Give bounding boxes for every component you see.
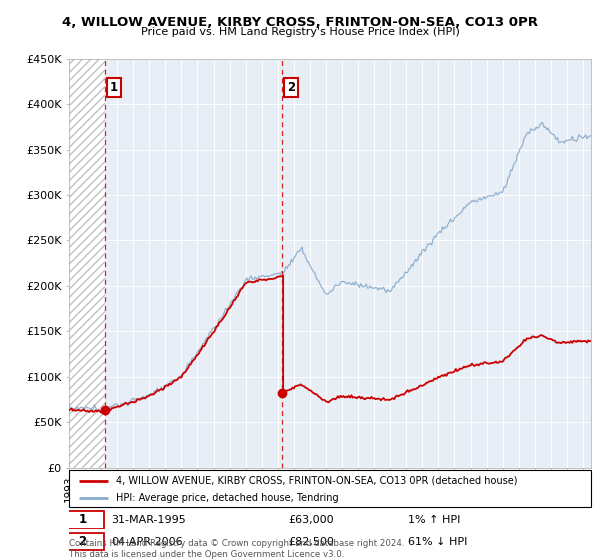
Text: 61% ↓ HPI: 61% ↓ HPI (409, 536, 467, 547)
Text: Price paid vs. HM Land Registry's House Price Index (HPI): Price paid vs. HM Land Registry's House … (140, 27, 460, 37)
FancyBboxPatch shape (61, 511, 104, 529)
Text: 04-APR-2006: 04-APR-2006 (111, 536, 182, 547)
Text: 4, WILLOW AVENUE, KIRBY CROSS, FRINTON-ON-SEA, CO13 0PR: 4, WILLOW AVENUE, KIRBY CROSS, FRINTON-O… (62, 16, 538, 29)
FancyBboxPatch shape (69, 470, 591, 507)
Text: £63,000: £63,000 (288, 515, 334, 525)
Text: Contains HM Land Registry data © Crown copyright and database right 2024.
This d: Contains HM Land Registry data © Crown c… (69, 539, 404, 559)
Text: 1% ↑ HPI: 1% ↑ HPI (409, 515, 461, 525)
Text: 31-MAR-1995: 31-MAR-1995 (111, 515, 185, 525)
Bar (69, 59, 105, 468)
Text: 4, WILLOW AVENUE, KIRBY CROSS, FRINTON-ON-SEA, CO13 0PR (detached house): 4, WILLOW AVENUE, KIRBY CROSS, FRINTON-O… (116, 475, 517, 486)
Text: £82,500: £82,500 (288, 536, 334, 547)
Text: 1: 1 (79, 513, 86, 526)
Text: 2: 2 (79, 535, 86, 548)
FancyBboxPatch shape (61, 533, 104, 550)
Text: 1: 1 (110, 81, 118, 95)
Text: 2: 2 (287, 81, 295, 95)
Text: HPI: Average price, detached house, Tendring: HPI: Average price, detached house, Tend… (116, 493, 338, 503)
